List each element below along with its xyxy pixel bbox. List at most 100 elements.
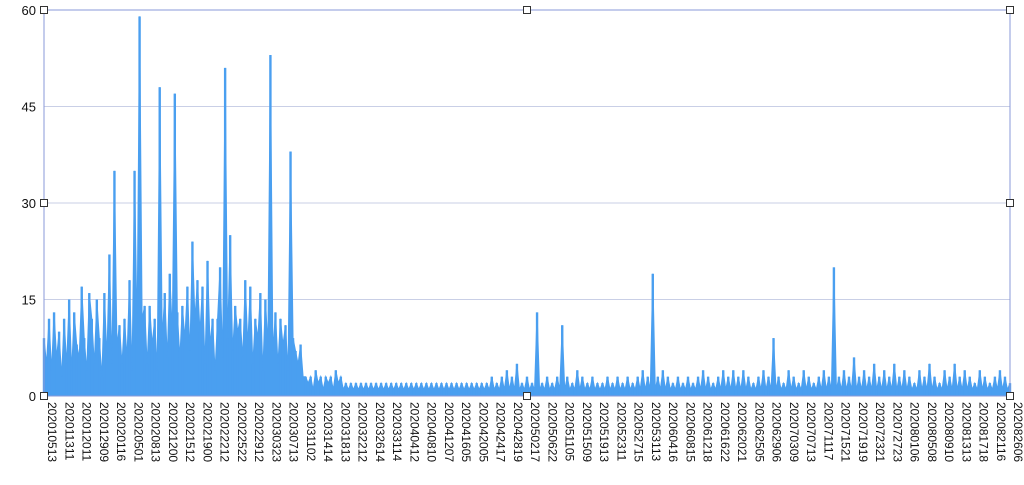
- resize-handle[interactable]: [1006, 199, 1014, 207]
- resize-handle[interactable]: [40, 199, 48, 207]
- data-point: [269, 55, 272, 396]
- data-point: [840, 389, 843, 396]
- data-point: [976, 389, 979, 396]
- x-tick-label: 202012011: [80, 402, 94, 462]
- x-tick-label: 202080508: [925, 402, 939, 462]
- data-point: [701, 370, 705, 396]
- data-point: [130, 370, 134, 396]
- data-point: [271, 350, 275, 396]
- data-point: [545, 376, 549, 396]
- data-point: [744, 389, 748, 396]
- data-point: [357, 389, 360, 396]
- data-point: [249, 286, 252, 396]
- x-tick-label: 202021200: [166, 402, 180, 462]
- data-point: [696, 376, 700, 396]
- data-point: [654, 389, 657, 396]
- data-point: [525, 376, 529, 396]
- data-point: [656, 376, 660, 396]
- data-point: [935, 389, 939, 396]
- data-point: [251, 363, 254, 396]
- data-point: [852, 357, 856, 396]
- data-point: [324, 376, 327, 396]
- x-tick-label: 202042005: [476, 402, 490, 462]
- data-point: [782, 383, 785, 396]
- x-tick-label: 202072723: [890, 402, 904, 462]
- data-point: [98, 338, 101, 396]
- data-point: [440, 383, 443, 396]
- chart-selection-frame[interactable]: [40, 6, 1014, 400]
- data-point: [455, 383, 458, 396]
- data-point: [415, 383, 418, 396]
- x-tick-label: 202080106: [908, 402, 922, 462]
- data-point: [895, 389, 898, 396]
- x-tick-label: 202070713: [804, 402, 818, 462]
- x-tick-label: 202032614: [373, 402, 387, 462]
- data-point: [490, 376, 493, 396]
- data-point: [704, 389, 707, 396]
- data-point: [480, 383, 483, 396]
- resize-handle[interactable]: [523, 6, 531, 14]
- data-point: [505, 370, 509, 396]
- data-point: [138, 16, 141, 397]
- x-tick-label: 202041207: [442, 402, 456, 462]
- y-tick-label: 15: [22, 293, 36, 308]
- data-point: [996, 389, 999, 396]
- resize-handle[interactable]: [1006, 6, 1014, 14]
- data-point: [425, 383, 428, 396]
- data-point: [452, 389, 456, 396]
- data-point: [161, 338, 164, 396]
- data-point: [85, 370, 88, 396]
- data-point: [925, 389, 929, 396]
- data-point: [691, 383, 695, 396]
- data-point: [158, 87, 161, 396]
- data-point: [286, 370, 290, 396]
- data-point: [538, 389, 541, 396]
- data-point: [311, 389, 315, 396]
- x-tick-label: 202042417: [494, 402, 508, 462]
- data-point: [228, 235, 232, 396]
- data-point: [810, 389, 813, 396]
- data-point: [608, 389, 612, 396]
- data-point: [855, 389, 858, 396]
- data-point: [485, 383, 488, 396]
- data-point: [877, 376, 881, 396]
- data-point: [430, 383, 433, 396]
- data-point: [971, 389, 974, 396]
- x-tick-label: 202031414: [321, 402, 335, 462]
- data-point: [374, 383, 378, 396]
- data-point: [369, 383, 373, 396]
- data-point: [364, 383, 368, 396]
- data-point: [621, 383, 624, 396]
- data-point: [171, 331, 174, 396]
- data-point: [850, 389, 853, 396]
- resize-handle[interactable]: [40, 392, 48, 400]
- data-point: [548, 389, 551, 396]
- x-tick-label: 202061622: [718, 402, 732, 462]
- data-point: [669, 389, 672, 396]
- data-point: [566, 376, 569, 396]
- resize-handle[interactable]: [40, 6, 48, 14]
- data-point: [427, 389, 431, 396]
- data-point: [372, 389, 375, 396]
- resize-handle[interactable]: [523, 392, 531, 400]
- data-point: [578, 389, 582, 396]
- data-point: [533, 389, 536, 396]
- data-point: [354, 383, 358, 396]
- resize-handle[interactable]: [1006, 392, 1014, 400]
- data-point: [153, 318, 156, 396]
- data-point: [314, 370, 317, 396]
- data-point: [110, 363, 114, 396]
- x-tick-label: 202010513: [45, 402, 59, 462]
- data-point: [120, 363, 124, 396]
- data-point: [460, 383, 463, 396]
- data-point: [52, 312, 56, 396]
- data-point: [689, 389, 692, 396]
- data-point: [699, 389, 702, 396]
- data-point: [903, 370, 906, 396]
- data-point: [299, 344, 302, 396]
- data-point: [387, 389, 390, 396]
- x-tick-label: 202080910: [942, 402, 956, 462]
- data-point: [767, 376, 770, 396]
- data-point: [633, 389, 637, 396]
- data-point: [412, 389, 415, 396]
